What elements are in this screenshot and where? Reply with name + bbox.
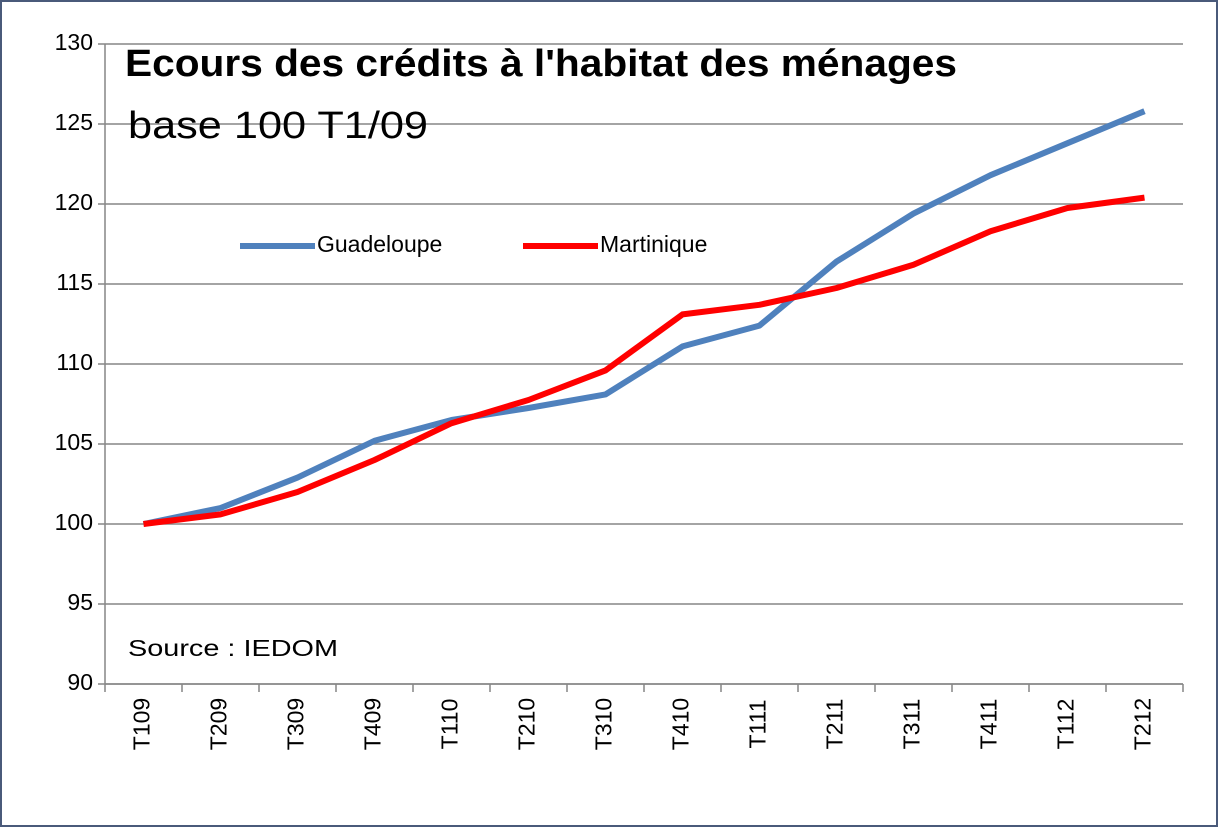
x-tick-label: T110	[437, 699, 463, 750]
y-tick-label: 95	[67, 589, 93, 615]
x-tick-label: T311	[899, 699, 925, 750]
series-line	[143, 194, 1145, 527]
x-tick-label: T212	[1130, 698, 1156, 750]
legend-label: Martinique	[600, 231, 707, 257]
y-tick-label: 115	[56, 269, 93, 295]
x-tick-label: T210	[514, 698, 540, 750]
y-tick-label: 120	[55, 189, 93, 215]
x-tick-label: T309	[283, 698, 309, 750]
y-tick-label: 110	[56, 349, 93, 375]
x-tick-label: T411	[976, 699, 1002, 750]
y-tick-label: 125	[55, 109, 93, 135]
x-tick-label: T209	[206, 698, 232, 750]
y-tick-label: 90	[67, 669, 93, 695]
x-tick-label: T111	[745, 699, 771, 748]
x-tick-label: T211	[822, 699, 848, 750]
x-tick-label: T112	[1053, 699, 1079, 750]
x-tick-label: T109	[129, 698, 155, 750]
legend-label: Guadeloupe	[317, 231, 442, 257]
annotation: Source : IEDOM	[128, 635, 338, 661]
chart-subtitle: base 100 T1/09	[128, 105, 428, 147]
y-tick-label: 100	[55, 509, 93, 535]
chart-title: Ecours des crédits à l'habitat des ménag…	[125, 43, 957, 85]
x-tick-label: T310	[591, 698, 617, 750]
x-tick-label: T410	[668, 698, 694, 750]
y-tick-label: 105	[55, 429, 93, 455]
y-tick-label: 130	[55, 29, 93, 55]
series-line	[142, 108, 1146, 527]
x-tick-label: T409	[360, 698, 386, 750]
